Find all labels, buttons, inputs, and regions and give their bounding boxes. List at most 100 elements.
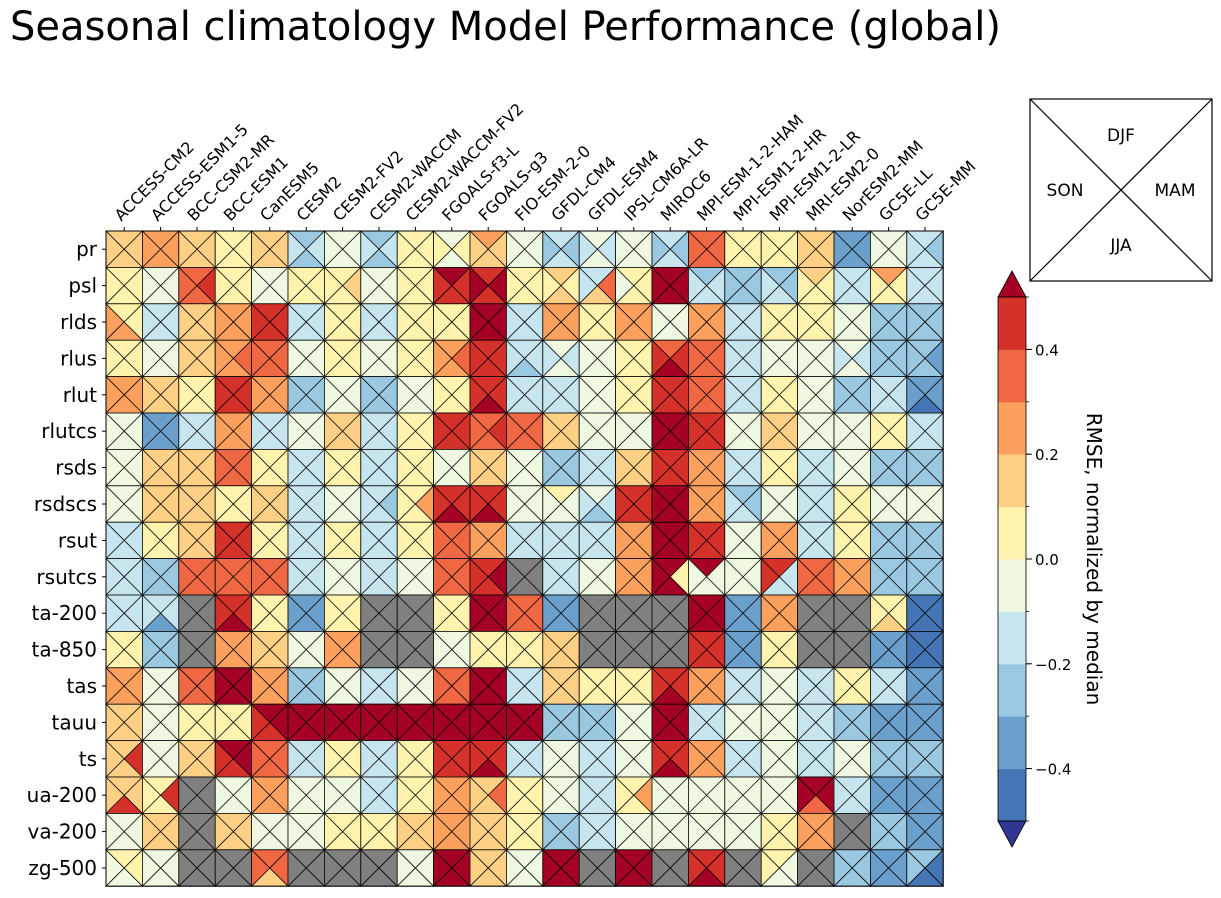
heatmap-cell xyxy=(833,230,872,269)
heatmap-cell xyxy=(796,776,835,815)
cell-diagonal xyxy=(469,230,507,268)
heatmap-cell xyxy=(687,266,726,305)
heatmap-cell xyxy=(869,739,908,778)
heatmap-cell xyxy=(396,776,435,815)
cell-diagonal xyxy=(142,740,180,778)
heatmap-cell xyxy=(869,448,908,487)
heatmap-cell xyxy=(178,303,216,341)
heatmap-cell xyxy=(833,485,872,523)
heatmap-cell xyxy=(614,703,653,742)
heatmap-cell xyxy=(869,594,908,633)
cell-diagonal xyxy=(287,558,325,596)
heatmap-cell xyxy=(250,303,289,341)
heatmap-cell xyxy=(469,303,508,341)
cell-diagonal xyxy=(251,230,289,268)
heatmap-cell xyxy=(760,375,799,414)
heatmap-cell xyxy=(505,812,544,851)
cell-diagonal xyxy=(178,558,216,596)
cell-diagonal xyxy=(433,703,471,741)
cell-diagonal xyxy=(506,631,544,669)
cell-diagonal xyxy=(578,667,616,705)
heatmap-cell xyxy=(105,776,144,815)
heatmap-cell xyxy=(687,375,726,414)
heatmap-cell xyxy=(724,703,762,742)
cell-diagonal xyxy=(578,412,616,450)
cell-diagonal xyxy=(469,303,507,341)
heatmap-cell xyxy=(542,667,580,705)
cell-diagonal xyxy=(870,740,908,778)
heatmap-cell xyxy=(687,849,726,887)
cell-diagonal xyxy=(251,339,289,377)
cell-diagonal xyxy=(433,339,471,377)
heatmap-cell xyxy=(469,739,508,778)
cell-diagonal xyxy=(870,230,908,268)
heatmap-cell xyxy=(360,594,398,633)
cell-diagonal xyxy=(542,776,580,814)
cell-diagonal xyxy=(906,776,944,814)
cell-diagonal xyxy=(324,740,362,778)
y-tick-label: psl xyxy=(68,274,97,298)
cell-diagonal xyxy=(542,267,580,305)
heatmap-cell xyxy=(323,849,362,887)
cell-diagonal xyxy=(105,412,143,450)
cell-diagonal xyxy=(760,703,798,741)
heatmap-cell xyxy=(724,521,762,560)
heatmap-cell xyxy=(505,667,544,705)
cell-diagonal xyxy=(797,376,835,414)
cell-diagonal xyxy=(214,449,252,487)
cell-diagonal xyxy=(797,339,835,377)
heatmap-cell xyxy=(906,448,944,487)
cell-diagonal xyxy=(251,631,289,669)
heatmap-cell xyxy=(360,485,398,523)
heatmap-cell xyxy=(869,776,908,815)
heatmap-cell xyxy=(432,739,471,778)
cell-diagonal xyxy=(214,740,252,778)
heatmap-cell xyxy=(796,594,835,633)
cell-diagonal xyxy=(324,558,362,596)
cell-diagonal xyxy=(214,849,252,887)
cell-diagonal xyxy=(870,849,908,887)
heatmap-cell xyxy=(796,303,835,341)
cell-diagonal xyxy=(578,267,616,305)
cell-diagonal xyxy=(214,813,252,851)
heatmap-cell xyxy=(505,630,544,669)
heatmap-cell xyxy=(432,703,471,742)
heatmap-cell xyxy=(760,667,799,705)
heatmap-cell xyxy=(869,667,908,705)
cell-diagonal xyxy=(324,376,362,414)
cell-diagonal xyxy=(324,485,362,523)
heatmap-cell xyxy=(614,485,653,523)
heatmap-cell xyxy=(687,667,726,705)
cell-diagonal xyxy=(542,303,580,341)
cell-diagonal xyxy=(433,667,471,705)
y-tick-label: rsdscs xyxy=(34,492,97,516)
heatmap-cell xyxy=(505,739,544,778)
colorbar-tick-label: 0.4 xyxy=(1035,341,1059,359)
colorbar-segment xyxy=(998,454,1026,508)
heatmap-cell xyxy=(651,412,690,451)
heatmap-cell xyxy=(105,594,144,633)
cell-diagonal xyxy=(324,631,362,669)
cell-diagonal xyxy=(578,230,616,268)
cell-diagonal xyxy=(688,740,726,778)
heatmap-cell xyxy=(287,630,326,669)
cell-diagonal xyxy=(105,449,143,487)
cell-diagonal xyxy=(360,558,398,596)
heatmap-cell xyxy=(760,703,799,742)
cell-diagonal xyxy=(688,558,726,596)
cell-diagonal xyxy=(469,412,507,450)
cell-diagonal xyxy=(870,558,908,596)
cell-diagonal xyxy=(760,485,798,523)
heatmap-cell xyxy=(724,230,762,269)
cell-diagonal xyxy=(506,813,544,851)
heatmap-cell xyxy=(651,521,690,560)
heatmap-cell xyxy=(178,448,216,487)
cell-diagonal xyxy=(178,521,216,559)
y-tick-label: rlutcs xyxy=(41,419,97,443)
cell-diagonal xyxy=(724,703,762,741)
cell-diagonal xyxy=(469,631,507,669)
cell-diagonal xyxy=(724,631,762,669)
heatmap-cell xyxy=(323,230,362,269)
cell-diagonal xyxy=(542,813,580,851)
cell-diagonal xyxy=(724,267,762,305)
